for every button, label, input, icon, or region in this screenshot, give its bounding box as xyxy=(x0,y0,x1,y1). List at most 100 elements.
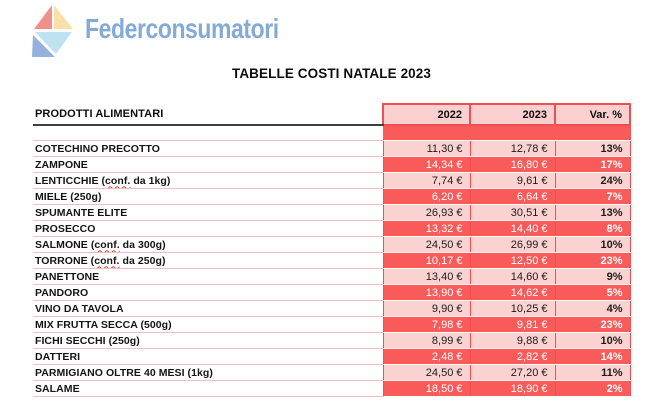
product-cell: PANDORO xyxy=(33,284,383,301)
product-cell: DATTERI xyxy=(33,348,383,365)
product-cell: LENTICCHIE (conf. da 1kg) xyxy=(33,172,383,189)
var-pct-cell: 9% xyxy=(554,268,631,285)
price-2023-cell: 10,25 € xyxy=(469,300,555,317)
costs-table: PRODOTTI ALIMENTARI 2022 2023 Var. % COT… xyxy=(33,103,631,397)
price-2022-cell: 11,30 € xyxy=(382,140,470,157)
price-2022-cell: 10,17 € xyxy=(382,252,470,269)
table-body: COTECHINO PRECOTTO 11,30 €12,78 €13% ZAMPO… xyxy=(33,125,631,397)
price-2023-cell: 14,60 € xyxy=(469,268,555,285)
product-cell: SALAME xyxy=(33,380,383,397)
table-row: ZAMPONE 14,34 €16,80 €17% xyxy=(33,156,631,173)
product-cell: PARMIGIANO OLTRE 40 MESI (1kg) xyxy=(33,364,383,381)
price-2023-cell: 9,81 € xyxy=(469,316,555,333)
var-pct-cell: 2% xyxy=(554,380,631,397)
price-2023-cell: 12,50 € xyxy=(469,252,555,269)
var-pct-cell: 4% xyxy=(554,300,631,317)
price-2023-cell: 9,88 € xyxy=(469,332,555,349)
table-row: SALAME 18,50 €18,90 €2% xyxy=(33,380,631,397)
price-2022-cell: 13,90 € xyxy=(382,284,470,301)
spacer-cell xyxy=(554,125,631,141)
product-cell: MIELE (250g) xyxy=(33,188,383,205)
product-cell: VINO DA TAVOLA xyxy=(33,300,383,317)
table-row: DATTERI 2,48 €2,82 €14% xyxy=(33,348,631,365)
table-row: COTECHINO PRECOTTO 11,30 €12,78 €13% xyxy=(33,140,631,157)
var-pct-cell: 11% xyxy=(554,364,631,381)
price-2023-cell: 6,64 € xyxy=(469,188,555,205)
table-row: LENTICCHIE (conf. da 1kg) 7,74 €9,61 €24% xyxy=(33,172,631,189)
logo-triangle-steel-blue xyxy=(32,35,55,57)
price-2022-cell: 13,40 € xyxy=(382,268,470,285)
var-pct-cell: 10% xyxy=(554,236,631,253)
price-2022-cell: 6,20 € xyxy=(382,188,470,205)
logo-triangle-light-blue xyxy=(35,32,72,54)
spellcheck-underline: conf. xyxy=(105,174,131,187)
price-2022-cell: 18,50 € xyxy=(382,380,470,397)
table-row: PANDORO 13,90 €14,62 €5% xyxy=(33,284,631,301)
price-2022-cell: 14,34 € xyxy=(382,156,470,173)
price-2023-cell: 30,51 € xyxy=(469,204,555,221)
price-2022-cell: 7,98 € xyxy=(382,316,470,333)
spacer-row xyxy=(33,125,631,141)
price-2022-cell: 9,90 € xyxy=(382,300,470,317)
var-pct-cell: 10% xyxy=(554,332,631,349)
table-row: MIELE (250g) 6,20 €6,64 €7% xyxy=(33,188,631,205)
table-row: SPUMANTE ELITE 26,93 €30,51 €13% xyxy=(33,204,631,221)
price-2022-cell: 13,32 € xyxy=(382,220,470,237)
table-row: SALMONE (conf. da 300g) 24,50 €26,99 €10% xyxy=(33,236,631,253)
product-cell: PROSECCO xyxy=(33,220,383,237)
logo: Federconsumatori xyxy=(28,2,321,60)
logo-triangle-red xyxy=(34,5,52,29)
price-2023-cell: 14,62 € xyxy=(469,284,555,301)
column-header-2022: 2022 xyxy=(382,103,471,126)
brand-wordmark: Federconsumatori xyxy=(85,13,279,44)
price-2023-cell: 2,82 € xyxy=(469,348,555,365)
price-2023-cell: 26,99 € xyxy=(469,236,555,253)
var-pct-cell: 8% xyxy=(554,220,631,237)
price-2022-cell: 2,48 € xyxy=(382,348,470,365)
product-cell: ZAMPONE xyxy=(33,156,383,173)
var-pct-cell: 14% xyxy=(554,348,631,365)
column-header-products: PRODOTTI ALIMENTARI xyxy=(33,104,383,126)
price-2023-cell: 14,40 € xyxy=(469,220,555,237)
spacer-product-cell xyxy=(33,125,383,141)
price-2022-cell: 7,74 € xyxy=(382,172,470,189)
price-2022-cell: 26,93 € xyxy=(382,204,470,221)
var-pct-cell: 7% xyxy=(554,188,631,205)
product-cell: MIX FRUTTA SECCA (500g) xyxy=(33,316,383,333)
table-header-row: PRODOTTI ALIMENTARI 2022 2023 Var. % xyxy=(33,103,631,126)
spacer-cell xyxy=(382,125,470,141)
var-pct-cell: 23% xyxy=(554,252,631,269)
table-row: MIX FRUTTA SECCA (500g) 7,98 €9,81 €23% xyxy=(33,316,631,333)
var-pct-cell: 24% xyxy=(554,172,631,189)
logo-triangle-peach xyxy=(54,5,73,29)
column-header-2023: 2023 xyxy=(469,103,556,126)
product-cell: PANETTONE xyxy=(33,268,383,285)
table-row: FICHI SECCHI (250g) 8,99 €9,88 €10% xyxy=(33,332,631,349)
table-row: PANETTONE 13,40 €14,60 €9% xyxy=(33,268,631,285)
price-2022-cell: 8,99 € xyxy=(382,332,470,349)
product-cell: COTECHINO PRECOTTO xyxy=(33,140,383,157)
var-pct-cell: 23% xyxy=(554,316,631,333)
table-row: VINO DA TAVOLA 9,90 €10,25 €4% xyxy=(33,300,631,317)
price-2023-cell: 9,61 € xyxy=(469,172,555,189)
price-2023-cell: 27,20 € xyxy=(469,364,555,381)
product-cell: SPUMANTE ELITE xyxy=(33,204,383,221)
logo-icon xyxy=(32,5,73,57)
var-pct-cell: 17% xyxy=(554,156,631,173)
price-2023-cell: 18,90 € xyxy=(469,380,555,397)
table-row: PROSECCO 13,32 €14,40 €8% xyxy=(33,220,631,237)
page-title: TABELLE COSTI NATALE 2023 xyxy=(231,66,432,81)
price-2023-cell: 12,78 € xyxy=(469,140,555,157)
column-header-var: Var. % xyxy=(554,103,631,126)
product-cell: TORRONE (conf. da 250g) xyxy=(33,252,383,269)
spellcheck-underline: conf. xyxy=(94,254,120,267)
var-pct-cell: 13% xyxy=(554,204,631,221)
var-pct-cell: 13% xyxy=(554,140,631,157)
table-row: PARMIGIANO OLTRE 40 MESI (1kg) 24,50 €27,… xyxy=(33,364,631,381)
price-2023-cell: 16,80 € xyxy=(469,156,555,173)
price-2022-cell: 24,50 € xyxy=(382,236,470,253)
price-2022-cell: 24,50 € xyxy=(382,364,470,381)
spacer-cell xyxy=(469,125,555,141)
product-cell: SALMONE (conf. da 300g) xyxy=(33,236,383,253)
spellcheck-underline: conf. xyxy=(94,238,120,251)
